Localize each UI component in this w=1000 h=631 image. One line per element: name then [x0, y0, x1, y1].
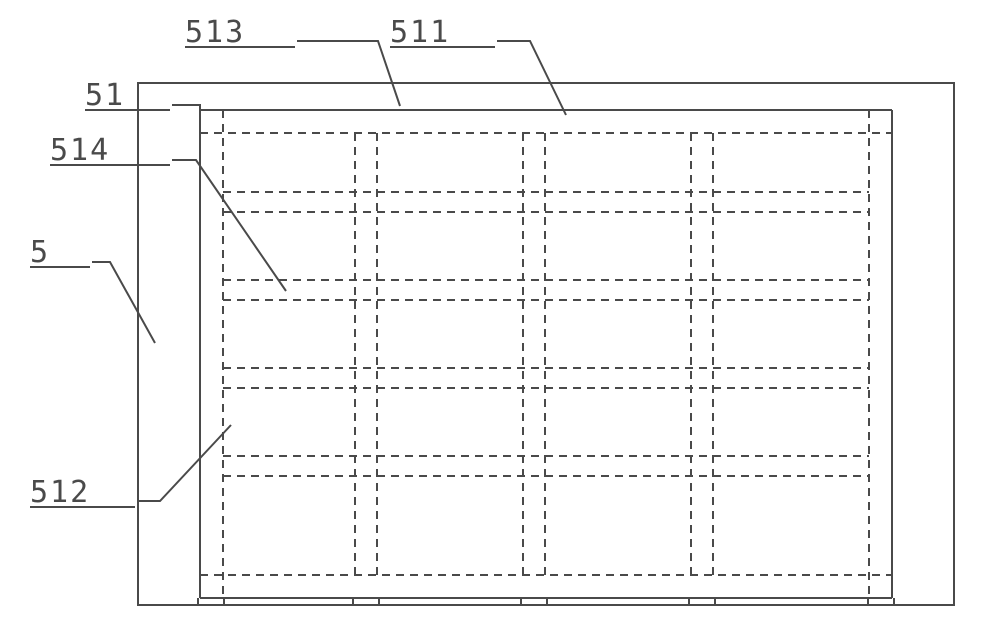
foot-tab: [198, 598, 224, 605]
label-51-leader: [172, 105, 200, 118]
foot-tab: [521, 598, 547, 605]
label-513: 513: [185, 15, 245, 50]
label-511-leader: [497, 41, 566, 115]
label-512: 512: [30, 475, 90, 510]
foot-tab: [868, 598, 894, 605]
foot-tab: [353, 598, 379, 605]
label-5-leader: [92, 262, 155, 343]
label-514: 514: [50, 133, 110, 168]
label-512-leader: [137, 425, 231, 501]
foot-tab: [689, 598, 715, 605]
label-514-leader: [172, 160, 286, 291]
label-513-leader: [297, 41, 400, 106]
label-511: 511: [390, 15, 450, 50]
label-51: 51: [85, 78, 125, 113]
label-5: 5: [30, 235, 50, 270]
